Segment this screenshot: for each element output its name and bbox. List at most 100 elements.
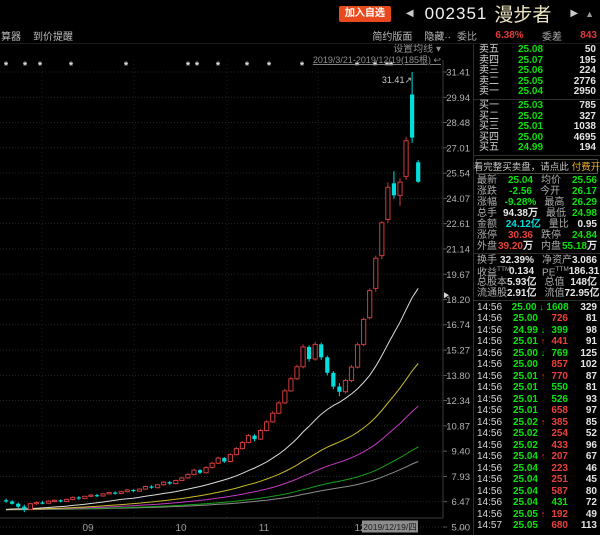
quote-value-text: 25.04 [507,174,533,186]
event-marker-icon[interactable]: * [355,60,360,72]
event-marker-icon[interactable]: * [267,60,272,72]
candle-body-down [131,489,136,492]
tick-time: 14:56 [477,497,503,509]
ask-row[interactable]: 卖三 25.06 224 [474,66,600,77]
prev-stock-icon[interactable]: ◀ [405,8,414,19]
gutter-more-icon[interactable]: ** [459,526,465,535]
tick-row[interactable]: 14:56 25.02 254 52 [474,428,600,440]
tick-row[interactable]: 14:56 25.04 223 46 [474,463,600,475]
event-marker-icon[interactable]: * [216,60,221,72]
ask-row[interactable]: 卖五 25.08 50 [474,44,600,56]
tick-price: 25.00 [512,347,538,359]
tick-price: 25.05 [512,520,538,532]
level-volume: 194 [579,142,596,154]
quote-label: 总股本 [474,277,507,288]
date-range-link[interactable]: 2019/3/21-2019/12/19(185根) ↩ [313,54,441,65]
quote-row: 金额 24.12亿 量比 0.95 [474,219,600,230]
date-box[interactable] [362,520,418,533]
quote-label-text: 今开 [539,185,560,197]
tick-time: 14:56 [477,485,503,497]
candle-body-up [342,380,349,393]
event-marker-icon[interactable]: * [245,60,250,72]
tick-row[interactable]: 14:56 25.04 251 45 [474,474,600,486]
tick-count: 93 [585,393,597,405]
tick-row[interactable]: 14:57 25.05 680 113 [474,520,600,532]
quote-value: 26.29 [572,197,600,208]
toolbar-item-simple-layout[interactable]: 简约版面 [372,31,413,43]
level-price: 25.01 [517,121,544,133]
tick-row[interactable]: 14:56 25.00 726 81 [474,313,600,325]
candle-body-up [379,222,385,257]
ask-row[interactable]: 卖二 25.05 2776 [474,76,600,88]
tick-price: 25.02 [512,439,538,451]
candle-body-down [58,500,63,502]
quote-value-text: -2.56 [509,185,532,197]
tick-price: 25.04 [512,497,538,509]
tick-count: 46 [585,462,597,474]
ask-row[interactable]: 卖四 25.07 195 [474,55,600,67]
tick-row[interactable]: 14:56 25.01 550 81 [474,382,600,394]
banner-paid-link[interactable]: 付费开通 [571,162,600,174]
quote-value-text: 2.91亿 [507,287,537,299]
paid-orderbook-banner[interactable]: 查看完整买卖盘，请点此 付费开通 [474,158,600,174]
tick-row[interactable]: 14:56 25.00 ↓ 769 125 [474,348,600,360]
level-volume: 50 [584,44,596,55]
event-marker-icon[interactable]: * [124,60,129,72]
bid-row[interactable]: 买一 25.03 785 [474,100,600,112]
tick-row[interactable]: 14:56 25.01 ↑ 441 91 [474,336,600,348]
tick-row[interactable]: 14:56 25.04 ↑ 207 67 [474,451,600,463]
tick-arrow-up-icon: ↑ [540,336,546,347]
event-marker-icon[interactable]: * [4,60,9,72]
event-marker-icon[interactable]: * [38,60,43,72]
add-watchlist-button[interactable]: 加入自选 [338,5,391,22]
y-axis-label: 24.07 [446,194,470,205]
tick-row[interactable]: 14:56 25.01 ↑ 770 87 [474,371,600,383]
candle-body-up [161,481,167,486]
candlestick-chart[interactable]: 31.41 29.94 28.48 27.01 25.54 24.07 22.61 21.14… [0,42,473,535]
quote-row: 涨跌 -2.56 今开 26.17 [474,186,600,197]
tick-row[interactable]: 14:56 25.01 658 97 [474,405,600,417]
tick-row[interactable]: 14:56 25.00 857 102 [474,359,600,371]
toolbar: 算器 到价提醒 简约版面 隐藏·· 委比 6.38% 委差 843 [0,27,600,44]
tick-row[interactable]: 14:56 24.99 ↓ 399 98 [474,325,600,337]
tick-count: 45 [585,474,597,486]
y-axis-label: 16.74 [446,320,470,331]
toolbar-item-hide[interactable]: 隐藏·· [424,31,451,43]
alert-icon[interactable]: ▲ [585,8,594,19]
tick-row[interactable]: 14:56 25.00 ↓ 1608 329 [474,302,600,314]
event-marker-icon[interactable]: * [300,60,305,72]
tick-price: 25.01 [512,382,538,394]
bid-row[interactable]: 买二 25.02 327 [474,111,600,123]
content: 31.41 29.94 28.48 27.01 25.54 24.07 22.61 21.14… [0,42,600,535]
y-axis-label: 15.27 [446,346,470,357]
toolbar-item-calculator[interactable]: 算器 [1,31,21,43]
event-marker-icon[interactable]: * [23,60,28,72]
event-marker-icon[interactable]: * [195,60,200,72]
tick-row[interactable]: 14:56 25.01 526 93 [474,394,600,406]
event-marker-icon[interactable]: * [186,60,191,72]
chart-canvas[interactable]: 31.41 29.94 28.48 27.01 25.54 24.07 22.61 21.14… [0,42,473,535]
y-axis-label: 31.41 [446,68,470,79]
tick-row[interactable]: 14:56 25.02 ↑ 385 85 [474,417,600,429]
tick-row[interactable]: 14:56 25.04 587 80 [474,486,600,498]
event-marker-icon[interactable]: * [389,60,394,72]
tick-row[interactable]: 14:56 25.04 431 72 [474,497,600,509]
next-stock-icon[interactable]: ▶ [570,8,579,19]
tick-row[interactable]: 14:56 25.05 ↑ 192 49 [474,509,600,521]
candle-body-down [331,372,336,387]
tick-price: 25.01 [512,370,538,382]
bid-row[interactable]: 买四 25.00 4695 [474,132,600,144]
quote-value-text: 24.12亿 [505,218,541,230]
event-marker-icon[interactable]: * [385,60,390,72]
event-marker-icon[interactable]: * [373,60,378,72]
event-marker-icon[interactable]: * [69,60,74,72]
bid-row[interactable]: 买三 25.01 1038 [474,122,600,133]
ask-row[interactable]: 卖一 25.04 2950 [474,87,600,98]
toolbar-item-price-alert[interactable]: 到价提醒 [33,31,73,43]
bid-row[interactable]: 买五 24.99 194 [474,143,600,154]
candle-body-down [40,502,45,504]
tick-row[interactable]: 14:56 25.02 433 96 [474,440,600,452]
panel-divider-1 [474,154,600,156]
ma-settings-link[interactable]: 设置均线 ▾ [393,42,441,55]
quote-label: 净资产 [539,255,572,266]
